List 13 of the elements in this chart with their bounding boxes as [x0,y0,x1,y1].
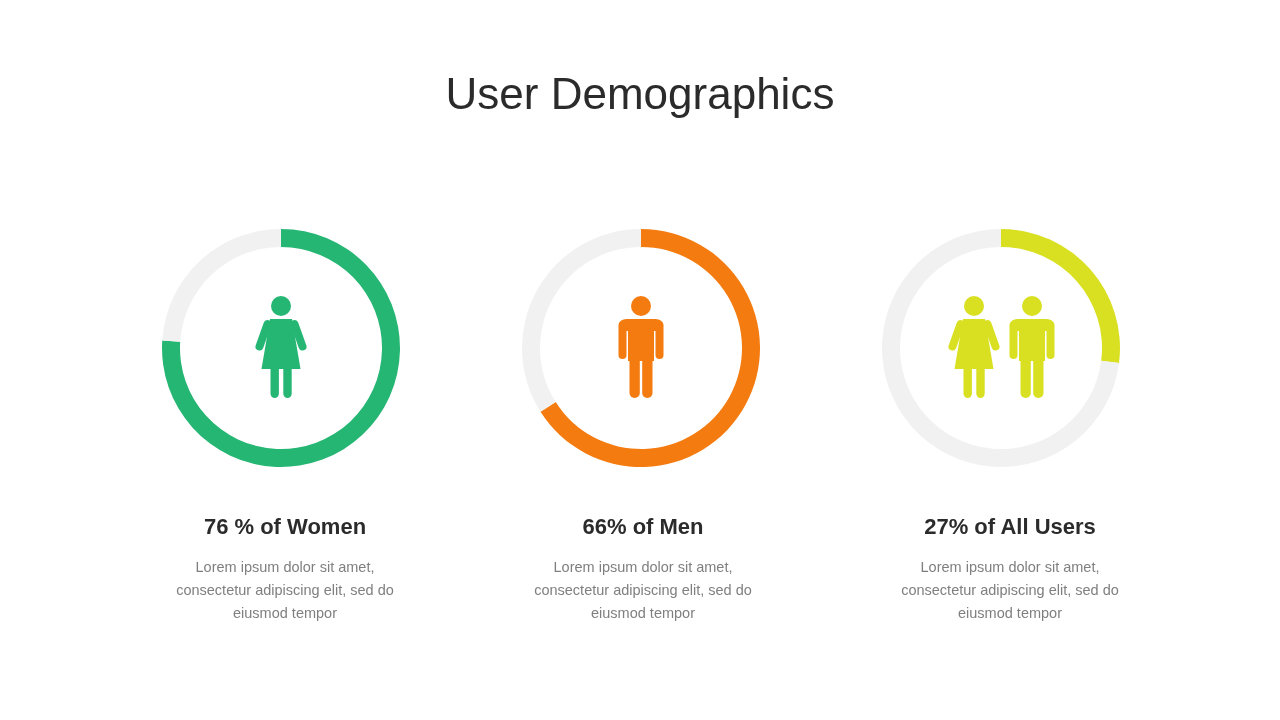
donut-slice [162,229,281,342]
text: Lorem ipsum dolor sit amet, consectetur adipiscing elit, sed do eiusmod tempor [176,558,394,621]
donut-slice [540,229,760,467]
donut-slice [1001,229,1120,363]
text: 27% of All Users [924,514,1096,539]
donut-slice [162,229,400,467]
text: 76 % of Women [203,514,367,539]
donut-slice [522,229,641,412]
text: User Demographics [445,69,835,118]
text: Lorem ipsum dolor sit amet, consectetur adipiscing elit, sed do eiusmod tempor [534,558,752,621]
text: 66% of Men [582,514,704,539]
text: Lorem ipsum dolor sit amet, consectetur adipiscing elit, sed do eiusmod tempor [901,558,1119,621]
donut-slice [882,229,1120,467]
